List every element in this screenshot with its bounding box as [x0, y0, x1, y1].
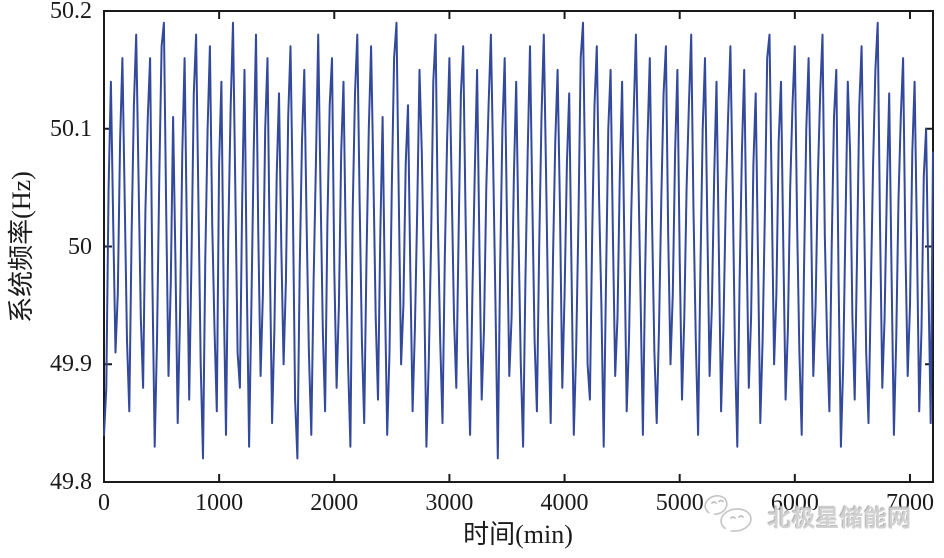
x-tick-label: 5000	[655, 490, 704, 516]
x-tick-label: 2000	[310, 490, 359, 516]
y-axis-label: 系统频率(Hz)	[7, 171, 36, 323]
x-tick-label: 7000	[885, 490, 934, 516]
x-tick-label: 4000	[540, 490, 589, 516]
x-tick-label: 1000	[195, 490, 244, 516]
y-tick-label: 49.8	[50, 469, 92, 495]
y-tick-label: 50	[68, 233, 92, 260]
x-tick-label: 6000	[770, 490, 819, 516]
x-tick-label: 0	[98, 490, 110, 516]
y-tick-label: 50.1	[50, 115, 92, 142]
frequency-line-series	[103, 21, 934, 460]
y-tick-label: 50.2	[50, 0, 92, 24]
x-axis-label: 时间(min)	[463, 520, 573, 549]
y-tick-label: 49.9	[50, 351, 92, 378]
x-tick-label: 3000	[425, 490, 474, 516]
